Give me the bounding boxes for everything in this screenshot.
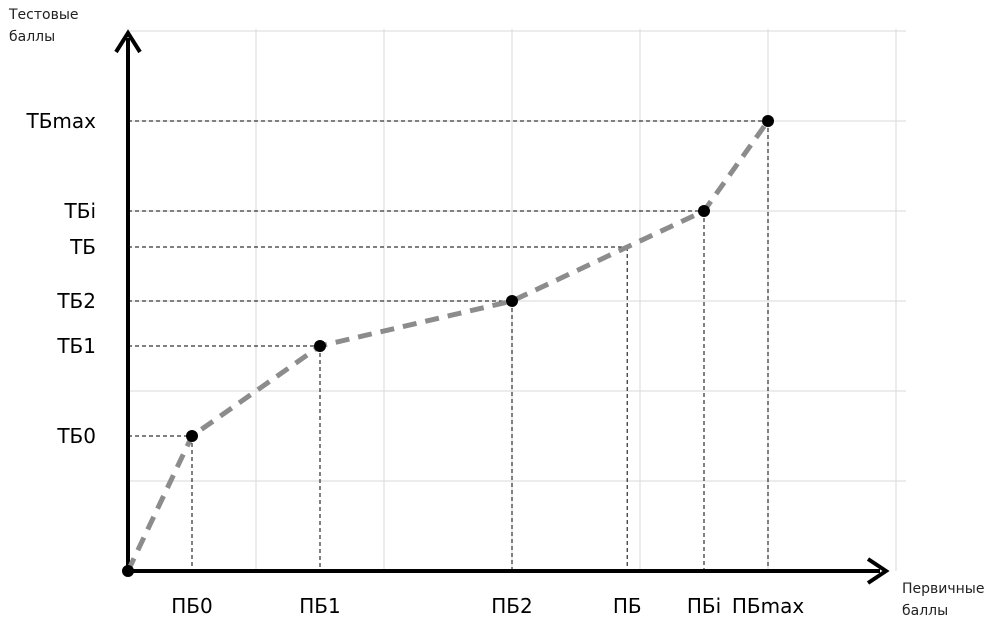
x-axis-title: Первичные баллы (902, 581, 985, 619)
data-point (314, 340, 326, 352)
y-tick-label: ТБ (69, 235, 96, 259)
x-tick-label: ПБmax (732, 594, 804, 618)
y-axis-title: Тестовые баллы (9, 7, 79, 45)
x-tick-label: ПБ0 (171, 594, 212, 618)
data-point (698, 205, 710, 217)
y-tick-label: ТБ1 (56, 334, 96, 358)
x-tick-labels: ПБ0 ПБ1 ПБ2 ПБ ПБi ПБmax (171, 594, 804, 618)
axes (114, 29, 890, 585)
y-tick-label: ТБ0 (56, 424, 96, 448)
origin-point (122, 565, 134, 577)
y-tick-label: ТБmax (25, 109, 96, 133)
series-layer (122, 115, 774, 577)
x-tick-label: ПБ (613, 594, 642, 618)
data-point (186, 430, 198, 442)
data-point (762, 115, 774, 127)
guide-lines (128, 120, 769, 571)
x-tick-label: ПБi (687, 594, 721, 618)
x-tick-label: ПБ2 (491, 594, 532, 618)
y-axis-arrow-icon (114, 29, 142, 54)
y-tick-label: ТБi (64, 199, 97, 223)
x-tick-label: ПБ1 (299, 594, 340, 618)
y-tick-label: ТБ2 (56, 289, 96, 313)
x-axis-arrow-icon (866, 557, 890, 585)
series-line (125, 119, 771, 573)
data-point (506, 295, 518, 307)
y-tick-labels: ТБ0 ТБ1 ТБ2 ТБ ТБi ТБmax (25, 109, 96, 448)
